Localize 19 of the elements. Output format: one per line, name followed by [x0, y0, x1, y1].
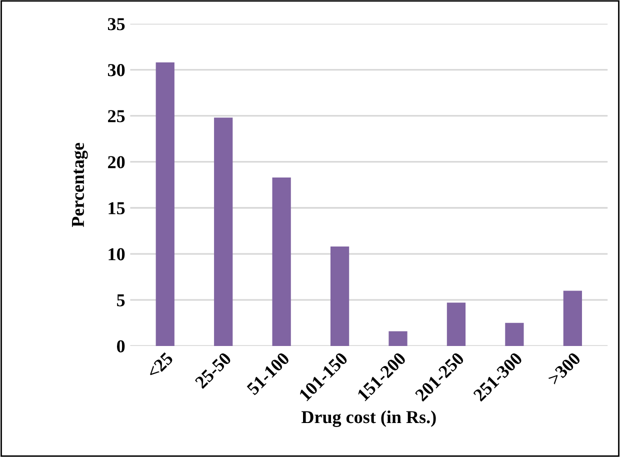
bar: [330, 246, 350, 346]
bar: [214, 118, 233, 346]
y-tick-label: 20: [108, 156, 125, 168]
y-tick-label: 35: [108, 18, 125, 30]
bar: [505, 322, 524, 346]
y-tick-label: 30: [108, 64, 125, 76]
y-tick-label: 0: [117, 340, 125, 352]
y-axis-title: Percentage: [72, 142, 88, 227]
x-tick-label: <25: [146, 352, 174, 380]
y-tick-label: 10: [108, 248, 125, 260]
bar: [388, 331, 408, 346]
bar: [156, 62, 174, 346]
bar: [563, 290, 582, 346]
y-tick-label: 5: [117, 294, 125, 306]
bar: [272, 177, 291, 346]
bar: [446, 302, 466, 346]
x-axis-title: Drug cost (in Rs.): [302, 410, 436, 428]
y-tick-label: 15: [108, 202, 125, 214]
y-tick-label: 25: [108, 110, 125, 122]
